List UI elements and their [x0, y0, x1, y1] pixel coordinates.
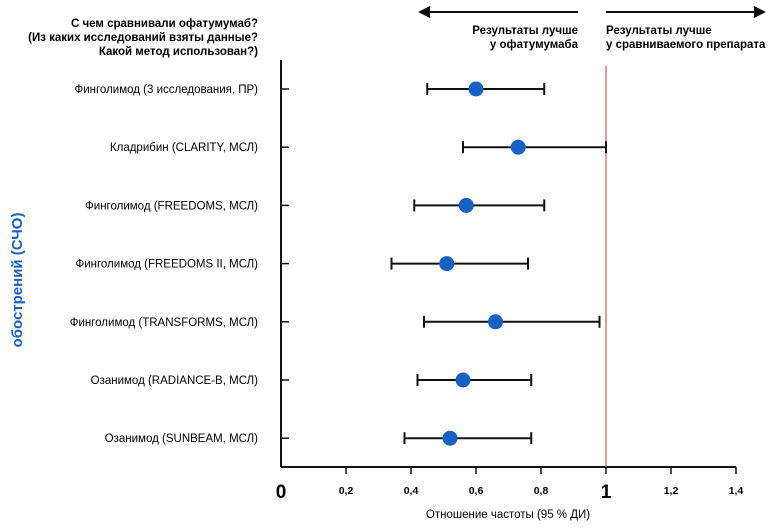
right-direction-arrow [606, 6, 766, 18]
row-label: Финголимод (TRANSFORMS, МСЛ) [70, 317, 258, 329]
estimate-point [488, 314, 503, 330]
row-label: Озанимод (RADIANCE-B, МСЛ) [91, 375, 259, 387]
estimate-point [439, 256, 455, 272]
estimate-point [455, 372, 471, 388]
left-direction-line-1: Результаты лучше [472, 25, 578, 37]
x-tick-label: 0,2 [339, 485, 354, 497]
x-tick-label: 1,4 [729, 485, 744, 497]
right-direction-line-1: Результаты лучше [606, 25, 712, 37]
x-tick-label: 0 [276, 482, 287, 503]
estimate-point [442, 430, 458, 446]
x-tick-label: 0,4 [404, 485, 419, 497]
x-tick-label: 0,8 [534, 485, 549, 497]
x-ticks: 0 0,2 0,4 0,6 0,8 1 1,2 1,4 [276, 467, 744, 503]
left-direction-line-2: у офатумумаба [490, 39, 579, 51]
right-direction-line-2: у сравниваемого препарата [606, 39, 766, 51]
estimate-point [510, 139, 526, 155]
x-tick-label: 1 [601, 482, 612, 503]
forest-row: Озанимод (RADIANCE-B, МСЛ) [91, 372, 533, 388]
forest-row: Озанимод (SUNBEAM, МСЛ) [105, 430, 533, 446]
question-line-3: Какой метод использован?) [99, 46, 258, 58]
x-tick-label: 0,6 [469, 485, 484, 497]
row-label: Финголимод (FREEDOMS II, МСЛ) [75, 259, 258, 271]
forest-row: Финголимод (FREEDOMS, МСЛ) [85, 197, 546, 213]
question-line-2: (Из каких исследований взяты данные? [28, 32, 258, 44]
forest-rows: Финголимод (3 исследования, ПР) Кладрибин… [70, 81, 607, 446]
forest-row: Финголимод (TRANSFORMS, МСЛ) [70, 314, 601, 330]
question-line-1: С чем сравнивали офатумумаб? [71, 18, 258, 30]
row-label: Финголимод (3 исследования, ПР) [74, 84, 258, 96]
forest-row: Кладрибин (CLARITY, МСЛ) [110, 139, 607, 155]
x-tick-label: 1,2 [664, 485, 679, 497]
forest-row: Финголимод (3 исследования, ПР) [74, 81, 546, 97]
x-axis-title: Отношение частоты (95 % ДИ) [426, 509, 590, 521]
row-label: Кладрибин (CLARITY, МСЛ) [110, 142, 258, 154]
estimate-point [468, 81, 484, 97]
side-axis-label: обострений (СЧО) [9, 213, 26, 348]
row-label: Озанимод (SUNBEAM, МСЛ) [105, 433, 258, 445]
estimate-point [458, 197, 474, 213]
row-label: Финголимод (FREEDOMS, МСЛ) [85, 200, 258, 212]
forest-row: Финголимод (FREEDOMS II, МСЛ) [75, 256, 529, 272]
left-direction-arrow [418, 6, 578, 18]
